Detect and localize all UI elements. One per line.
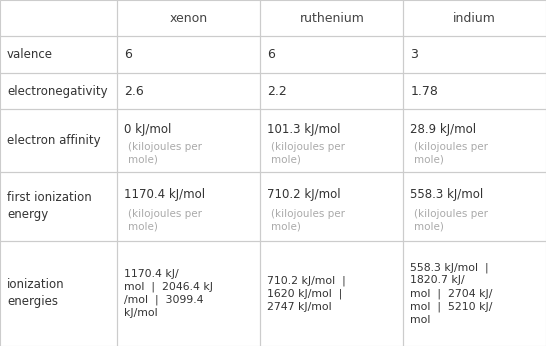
Text: 0 kJ/mol: 0 kJ/mol <box>124 124 172 136</box>
Text: first ionization
energy: first ionization energy <box>7 191 92 221</box>
Text: (kilojoules per
mole): (kilojoules per mole) <box>414 142 489 164</box>
Text: 1170.4 kJ/mol: 1170.4 kJ/mol <box>124 188 205 201</box>
Text: 3: 3 <box>411 48 418 61</box>
Bar <box>260 241 403 346</box>
Text: ruthenium: ruthenium <box>300 12 364 25</box>
Text: electronegativity: electronegativity <box>7 84 108 98</box>
Text: (kilojoules per
mole): (kilojoules per mole) <box>271 142 346 164</box>
Bar <box>260 0 403 36</box>
Bar <box>0 172 117 241</box>
Bar <box>260 36 403 73</box>
Text: ionization
energies: ionization energies <box>7 279 64 308</box>
Text: electron affinity: electron affinity <box>7 134 100 147</box>
Text: 6: 6 <box>268 48 275 61</box>
Text: 6: 6 <box>124 48 132 61</box>
Text: 710.2 kJ/mol: 710.2 kJ/mol <box>268 188 341 201</box>
Bar <box>260 73 403 109</box>
Bar <box>0 0 117 36</box>
Text: 558.3 kJ/mol: 558.3 kJ/mol <box>411 188 484 201</box>
Bar <box>117 73 260 109</box>
Text: (kilojoules per
mole): (kilojoules per mole) <box>128 209 203 231</box>
Text: xenon: xenon <box>170 12 208 25</box>
Bar <box>0 73 117 109</box>
Text: 101.3 kJ/mol: 101.3 kJ/mol <box>268 124 341 136</box>
Bar <box>403 109 546 172</box>
Bar <box>117 109 260 172</box>
Text: 710.2 kJ/mol  |
1620 kJ/mol  |
2747 kJ/mol: 710.2 kJ/mol | 1620 kJ/mol | 2747 kJ/mol <box>268 275 346 312</box>
Bar <box>403 241 546 346</box>
Text: 1.78: 1.78 <box>411 84 438 98</box>
Bar <box>117 172 260 241</box>
Bar <box>117 241 260 346</box>
Text: 28.9 kJ/mol: 28.9 kJ/mol <box>411 124 477 136</box>
Bar <box>403 73 546 109</box>
Text: 1170.4 kJ/
mol  |  2046.4 kJ
/mol  |  3099.4
kJ/mol: 1170.4 kJ/ mol | 2046.4 kJ /mol | 3099.4… <box>124 269 213 318</box>
Text: 2.6: 2.6 <box>124 84 144 98</box>
Bar <box>0 241 117 346</box>
Text: 2.2: 2.2 <box>268 84 287 98</box>
Text: indium: indium <box>453 12 496 25</box>
Bar <box>403 0 546 36</box>
Bar <box>260 172 403 241</box>
Bar <box>0 36 117 73</box>
Bar <box>117 36 260 73</box>
Bar <box>117 0 260 36</box>
Text: (kilojoules per
mole): (kilojoules per mole) <box>271 209 346 231</box>
Text: valence: valence <box>7 48 53 61</box>
Bar <box>403 36 546 73</box>
Text: (kilojoules per
mole): (kilojoules per mole) <box>128 142 203 164</box>
Bar <box>0 109 117 172</box>
Text: 558.3 kJ/mol  |
1820.7 kJ/
mol  |  2704 kJ/
mol  |  5210 kJ/
mol: 558.3 kJ/mol | 1820.7 kJ/ mol | 2704 kJ/… <box>411 262 493 325</box>
Bar <box>260 109 403 172</box>
Text: (kilojoules per
mole): (kilojoules per mole) <box>414 209 489 231</box>
Bar <box>403 172 546 241</box>
